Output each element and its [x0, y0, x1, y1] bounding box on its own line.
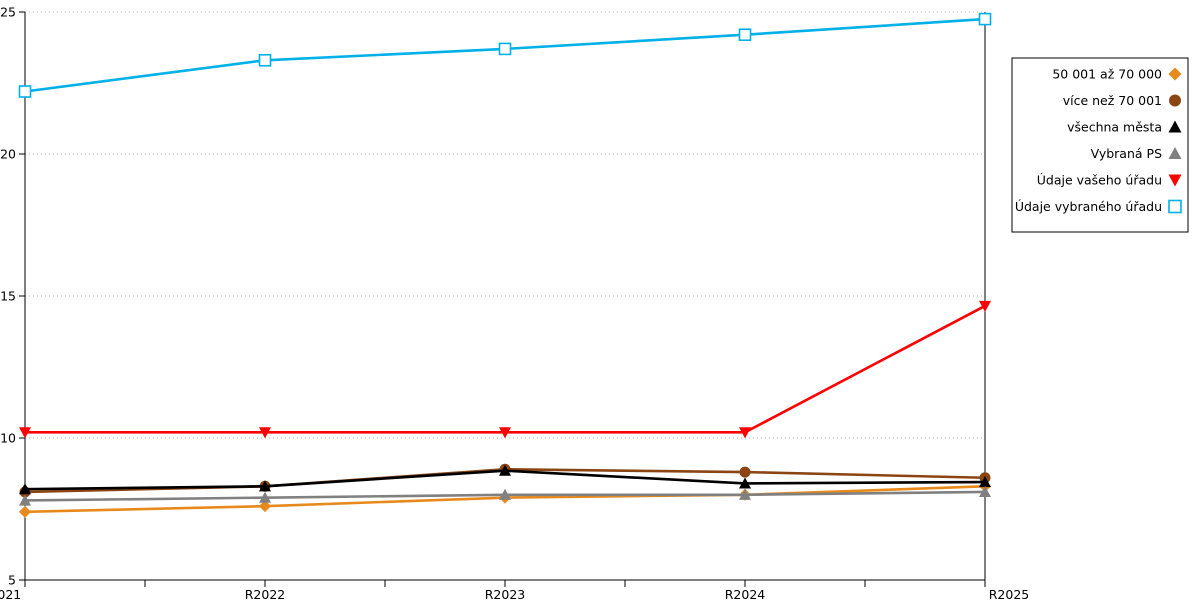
- data-point: [499, 427, 511, 439]
- y-tick-label: 25: [0, 5, 16, 20]
- data-point: [259, 480, 271, 492]
- series-line: [25, 304, 986, 434]
- legend-marker-icon[interactable]: [1169, 94, 1181, 107]
- series-line: [24, 17, 986, 93]
- data-point: [979, 485, 991, 498]
- legend-marker-icon[interactable]: [1168, 120, 1182, 133]
- data-point: [739, 488, 751, 500]
- x-tick-label: R2025: [989, 587, 1030, 600]
- data-point: [19, 483, 31, 495]
- x-tick-label: R2022: [245, 587, 286, 600]
- x-tick-label: R2024: [725, 587, 766, 600]
- data-point: [979, 300, 991, 312]
- data-point: [259, 500, 271, 513]
- gridlines: [25, 11, 985, 439]
- chart-legend[interactable]: 50 001 až 70 000 více než 70 001 všechna m…: [1011, 57, 1189, 233]
- y-tick-label: 20: [0, 147, 16, 162]
- series-4: [19, 300, 991, 439]
- data-point: [19, 505, 31, 518]
- data-point: [739, 466, 751, 478]
- x-axis-labels: R2021 R2022 R2023 R2024 R2025: [0, 587, 1029, 600]
- data-point: [259, 491, 271, 503]
- data-point: [738, 28, 752, 42]
- data-point: [19, 427, 31, 439]
- axis-ticks: [19, 11, 986, 587]
- data-point: [499, 488, 511, 500]
- legend-item-label[interactable]: Údaje vybraného úřadu: [1015, 199, 1162, 214]
- x-tick-label: R2021: [0, 587, 21, 600]
- legend-box: [1011, 57, 1189, 233]
- series-5: [18, 12, 992, 98]
- data-point: [18, 85, 32, 98]
- data-point: [979, 476, 991, 488]
- data-point: [259, 427, 271, 439]
- series-2: [19, 464, 991, 495]
- legend-item-label[interactable]: všechna města: [1067, 120, 1162, 135]
- data-point: [739, 427, 751, 439]
- data-point: [978, 12, 992, 26]
- legend-item-label[interactable]: 50 001 až 70 000: [1052, 67, 1162, 82]
- y-axis-labels: 5 10 15 20 25: [0, 5, 16, 588]
- x-tick-label: R2023: [485, 587, 526, 600]
- legend-marker-icon[interactable]: [1168, 174, 1182, 187]
- legend-marker-icon[interactable]: [1168, 67, 1182, 81]
- legend-item-label[interactable]: Údaje vašeho úřadu: [1037, 173, 1162, 188]
- legend-marker-icon[interactable]: [1168, 147, 1182, 160]
- y-tick-label: 15: [0, 289, 16, 304]
- y-tick-label: 10: [0, 431, 16, 446]
- legend-item-label[interactable]: Vybraná PS: [1091, 146, 1162, 161]
- series-3: [19, 485, 991, 506]
- legend-marker-icon[interactable]: [1168, 199, 1182, 214]
- y-tick-label: 5: [8, 573, 16, 588]
- data-point: [19, 494, 31, 506]
- legend-item-label[interactable]: více než 70 001: [1063, 93, 1162, 108]
- data-point: [258, 53, 272, 67]
- data-series: [18, 12, 992, 518]
- data-point: [499, 464, 511, 476]
- data-point: [498, 42, 512, 56]
- data-point: [739, 477, 751, 489]
